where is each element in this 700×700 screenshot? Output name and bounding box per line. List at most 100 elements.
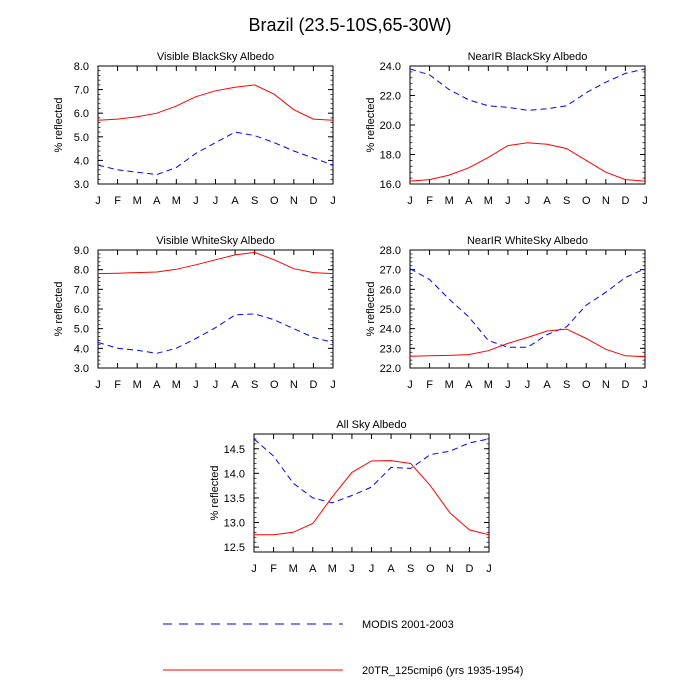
x-tick-label: J	[642, 379, 648, 391]
y-tick-label: 6.0	[74, 108, 89, 120]
y-tick-label: 7.0	[74, 85, 89, 97]
y-tick-label: 7.0	[74, 284, 89, 296]
x-tick-label: S	[563, 195, 570, 207]
x-tick-label: D	[621, 379, 629, 391]
x-tick-label: J	[369, 563, 375, 575]
x-tick-label: M	[133, 195, 142, 207]
modis-series-line	[409, 268, 646, 348]
x-tick-label: J	[330, 195, 336, 207]
chart-title: NearIR WhiteSky Albedo	[467, 235, 588, 247]
y-tick-label: 24.0	[380, 324, 401, 336]
chart-panel-2: NearIR BlackSky Albedo % reflected 16.0 18.…	[365, 51, 648, 207]
y-tick-label: 8.0	[74, 265, 89, 277]
x-tick-label: O	[270, 379, 279, 391]
x-tick-label: M	[484, 379, 493, 391]
y-axis-label: % reflected	[53, 97, 65, 152]
legend: MODIS 2001-2003 20TR_125cmip6 (yrs 1935-…	[163, 619, 523, 677]
y-tick-label: 13.5	[224, 493, 245, 505]
x-tick-label: J	[407, 379, 413, 391]
y-tick-label: 25.0	[380, 304, 401, 316]
x-tick-label: S	[251, 379, 258, 391]
model-series-line	[409, 328, 646, 358]
x-tick-label: O	[582, 195, 591, 207]
y-axis-label: % reflected	[209, 465, 221, 520]
x-tick-label: J	[213, 379, 219, 391]
chart-panel-1: Visible BlackSky Albedo % reflected 3.0 4.0…	[53, 51, 336, 207]
chart-title: All Sky Albedo	[336, 419, 406, 431]
x-tick-label: J	[349, 563, 355, 575]
modis-series-line	[409, 68, 646, 111]
x-tick-label: J	[330, 379, 336, 391]
x-tick-label: N	[602, 195, 610, 207]
x-tick-label: A	[153, 379, 161, 391]
x-tick-label: A	[465, 195, 473, 207]
x-tick-label: O	[582, 379, 591, 391]
x-tick-label: F	[114, 379, 121, 391]
x-tick-label: D	[465, 563, 473, 575]
x-tick-label: O	[426, 563, 435, 575]
x-tick-label: F	[426, 195, 433, 207]
chart-panel-3: Visible WhiteSky Albedo % reflected 3.0 4.0…	[53, 235, 336, 391]
y-tick-label: 20.0	[380, 120, 401, 132]
x-tick-label: M	[172, 379, 181, 391]
x-tick-label: J	[525, 195, 531, 207]
x-tick-label: D	[309, 379, 317, 391]
x-tick-label: S	[563, 379, 570, 391]
x-tick-label: A	[309, 563, 317, 575]
y-tick-label: 3.0	[74, 179, 89, 191]
x-tick-label: J	[251, 563, 257, 575]
x-tick-label: J	[95, 379, 101, 391]
y-tick-label: 27.0	[380, 265, 401, 277]
plot-frame	[97, 65, 334, 185]
chart-panel-4: NearIR WhiteSky Albedo % reflected 22.0 23.…	[365, 235, 648, 391]
y-tick-label: 23.0	[380, 343, 401, 355]
x-tick-label: M	[172, 195, 181, 207]
x-tick-label: M	[328, 563, 337, 575]
y-tick-label: 5.0	[74, 132, 89, 144]
y-tick-label: 6.0	[74, 304, 89, 316]
modis-series-line	[97, 131, 334, 176]
plot-frame	[97, 249, 334, 369]
x-tick-label: J	[525, 379, 531, 391]
x-tick-label: A	[231, 379, 239, 391]
x-tick-label: A	[153, 195, 161, 207]
x-tick-label: J	[193, 195, 199, 207]
plot-frame	[253, 433, 490, 553]
y-tick-label: 22.0	[380, 91, 401, 103]
x-tick-label: F	[426, 379, 433, 391]
modis-series-line	[253, 438, 490, 504]
x-tick-label: J	[486, 563, 492, 575]
chart-panel-5: All Sky Albedo % reflected 12.5 13.0 13.5 14.…	[209, 419, 492, 575]
y-tick-label: 22.0	[380, 363, 401, 375]
y-tick-label: 14.0	[224, 468, 245, 480]
x-tick-label: J	[407, 195, 413, 207]
x-tick-label: A	[231, 195, 239, 207]
chart-title: Visible WhiteSky Albedo	[156, 235, 274, 247]
y-tick-label: 26.0	[380, 284, 401, 296]
x-tick-label: D	[309, 195, 317, 207]
y-axis-label: % reflected	[365, 281, 377, 336]
legend-model-label: 20TR_125cmip6 (yrs 1935-1954)	[362, 665, 523, 677]
x-tick-label: M	[445, 195, 454, 207]
y-tick-label: 4.0	[74, 155, 89, 167]
y-tick-label: 18.0	[380, 150, 401, 162]
y-tick-label: 14.5	[224, 444, 245, 456]
x-tick-label: N	[602, 379, 610, 391]
x-tick-label: N	[290, 195, 298, 207]
x-tick-label: J	[95, 195, 101, 207]
y-tick-label: 5.0	[74, 324, 89, 336]
x-tick-label: A	[465, 379, 473, 391]
x-tick-label: A	[543, 195, 551, 207]
y-tick-label: 16.0	[380, 179, 401, 191]
chart-title: NearIR BlackSky Albedo	[468, 51, 588, 63]
x-tick-label: N	[446, 563, 454, 575]
x-tick-label: N	[290, 379, 298, 391]
y-axis-label: % reflected	[365, 97, 377, 152]
y-axis-label: % reflected	[53, 281, 65, 336]
modis-series-line	[97, 313, 334, 354]
y-tick-label: 24.0	[380, 61, 401, 73]
x-tick-label: M	[289, 563, 298, 575]
x-tick-label: F	[114, 195, 121, 207]
x-tick-label: M	[133, 379, 142, 391]
model-series-line	[409, 142, 646, 182]
